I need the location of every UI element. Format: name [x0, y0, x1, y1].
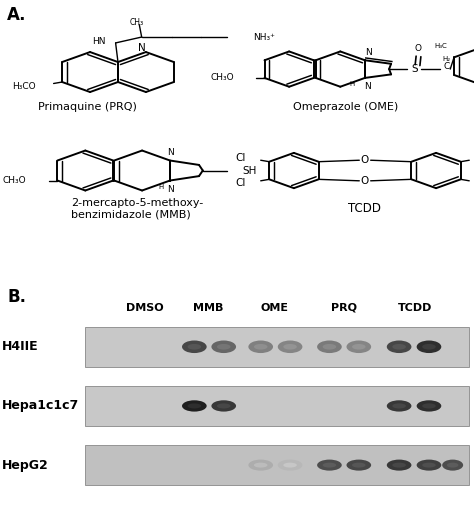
Ellipse shape — [323, 463, 336, 468]
Text: C: C — [444, 62, 450, 71]
Ellipse shape — [317, 341, 342, 353]
Ellipse shape — [442, 459, 463, 470]
Text: DMSO: DMSO — [126, 303, 164, 313]
Text: MMB: MMB — [193, 303, 224, 313]
Text: H₂: H₂ — [443, 56, 451, 62]
Ellipse shape — [346, 459, 371, 470]
Text: N: N — [138, 43, 146, 52]
Ellipse shape — [392, 463, 406, 468]
Ellipse shape — [422, 463, 436, 468]
Text: H₃CO: H₃CO — [12, 82, 36, 91]
Ellipse shape — [317, 459, 342, 470]
Text: O: O — [361, 155, 369, 165]
Text: N: N — [168, 185, 174, 194]
Text: HepG2: HepG2 — [2, 459, 49, 471]
Text: N: N — [365, 48, 372, 57]
Ellipse shape — [283, 344, 297, 350]
Text: TCDD: TCDD — [398, 303, 432, 313]
Text: Hepa1c1c7: Hepa1c1c7 — [2, 400, 80, 413]
Ellipse shape — [182, 341, 207, 353]
Text: O: O — [361, 176, 369, 186]
Text: CH₃O: CH₃O — [3, 176, 27, 185]
Text: A.: A. — [7, 6, 27, 25]
Bar — [85, 445, 469, 485]
Ellipse shape — [346, 341, 371, 353]
Text: B.: B. — [7, 288, 26, 306]
Text: TCDD: TCDD — [348, 202, 382, 215]
Ellipse shape — [278, 459, 302, 470]
Ellipse shape — [447, 463, 458, 468]
Text: NH₃⁺: NH₃⁺ — [253, 33, 275, 41]
Text: S: S — [412, 64, 419, 74]
Text: Cl: Cl — [235, 153, 246, 163]
Text: N: N — [364, 82, 371, 91]
Text: 2-mercapto-5-methoxy-
benzimidazole (MMB): 2-mercapto-5-methoxy- benzimidazole (MMB… — [71, 198, 203, 219]
Text: Primaquine (PRQ): Primaquine (PRQ) — [38, 102, 137, 112]
Ellipse shape — [188, 344, 201, 350]
Ellipse shape — [422, 403, 436, 408]
Ellipse shape — [387, 341, 411, 353]
Text: PRQ: PRQ — [331, 303, 356, 313]
Ellipse shape — [278, 341, 302, 353]
Text: H₃C: H₃C — [434, 43, 447, 49]
Text: HN: HN — [91, 37, 105, 46]
Ellipse shape — [352, 344, 365, 350]
Text: CH₃: CH₃ — [130, 18, 144, 27]
Ellipse shape — [248, 341, 273, 353]
Ellipse shape — [392, 344, 406, 350]
Text: H: H — [158, 184, 163, 190]
Bar — [85, 386, 469, 426]
Text: N: N — [168, 148, 174, 157]
Text: H4IIE: H4IIE — [2, 340, 39, 353]
Ellipse shape — [392, 403, 406, 408]
Ellipse shape — [387, 400, 411, 412]
Ellipse shape — [417, 400, 441, 412]
Ellipse shape — [417, 341, 441, 353]
Ellipse shape — [254, 344, 267, 350]
Bar — [85, 327, 469, 367]
Ellipse shape — [182, 400, 207, 412]
Ellipse shape — [254, 463, 267, 468]
Text: CH₃O: CH₃O — [210, 74, 234, 82]
Ellipse shape — [422, 344, 436, 350]
Text: O: O — [414, 44, 421, 53]
Ellipse shape — [217, 403, 230, 408]
Ellipse shape — [417, 459, 441, 470]
Text: H: H — [349, 81, 354, 87]
Text: SH: SH — [242, 165, 256, 175]
Text: OME: OME — [261, 303, 289, 313]
Ellipse shape — [211, 341, 236, 353]
Text: Cl: Cl — [235, 178, 246, 188]
Text: Omeprazole (OME): Omeprazole (OME) — [293, 102, 399, 112]
Ellipse shape — [323, 344, 336, 350]
Ellipse shape — [248, 459, 273, 470]
Ellipse shape — [188, 403, 201, 408]
Ellipse shape — [217, 344, 230, 350]
Ellipse shape — [283, 463, 297, 468]
Ellipse shape — [352, 463, 365, 468]
Ellipse shape — [211, 400, 236, 412]
Ellipse shape — [387, 459, 411, 470]
